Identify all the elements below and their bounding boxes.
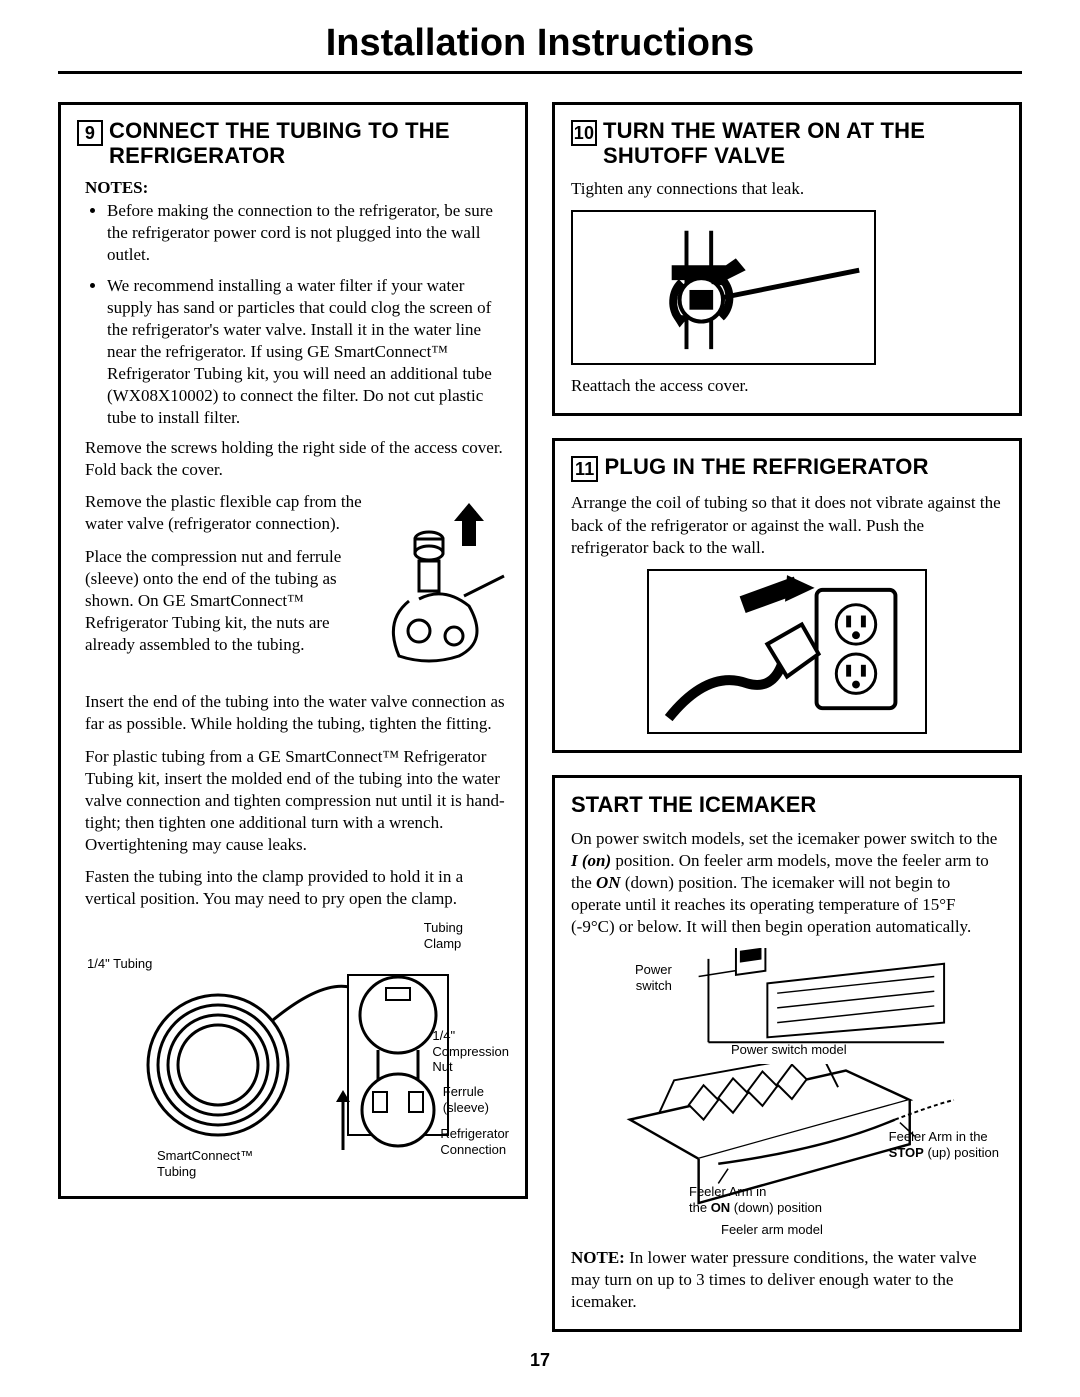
valve-cap-diagram (374, 491, 509, 681)
step-9-number: 9 (77, 120, 103, 146)
step-9-p6: Fasten the tubing into the clamp provide… (85, 866, 509, 910)
step-9-box: 9 CONNECT THE TUBING TO THE REFRIGERATOR… (58, 102, 528, 1199)
label-ferrule: Ferrule (sleeve) (443, 1084, 489, 1115)
feeler-arm-diagram: Feeler Arm in the STOP (up) position Fee… (571, 1064, 1003, 1239)
step-10-p2: Reattach the access cover. (571, 375, 1003, 397)
label-feeler-model: Feeler arm model (721, 1222, 823, 1238)
content-columns: 9 CONNECT THE TUBING TO THE REFRIGERATOR… (58, 102, 1022, 1332)
step-9-p5: For plastic tubing from a GE SmartConnec… (85, 746, 509, 856)
label-power-switch: Power switch (635, 962, 672, 993)
notes-label: NOTES: (85, 178, 509, 198)
tubing-diagram: 1/4" Tubing SmartConnect™ Tubing Tubing … (77, 920, 509, 1180)
plug-diagram (647, 569, 927, 734)
step-11-heading: 11 PLUG IN THE REFRIGERATOR (571, 455, 1003, 482)
label-smartconnect: SmartConnect™ Tubing (157, 1148, 253, 1179)
label-feeler-down: Feeler Arm in the ON (down) position (689, 1184, 822, 1215)
step-9-heading: 9 CONNECT THE TUBING TO THE REFRIGERATOR (77, 119, 509, 168)
step-10-number: 10 (571, 120, 597, 146)
step-9-p4: Insert the end of the tubing into the wa… (85, 691, 509, 735)
label-14-tubing: 1/4" Tubing (87, 956, 152, 972)
step-9-p1: Remove the screws holding the right side… (85, 437, 509, 481)
step-11-box: 11 PLUG IN THE REFRIGERATOR Arrange the … (552, 438, 1022, 752)
valve-cap-svg (374, 491, 509, 681)
left-column: 9 CONNECT THE TUBING TO THE REFRIGERATOR… (58, 102, 528, 1332)
notes-list: Before making the connection to the refr… (107, 200, 509, 429)
label-comp-nut: 1/4" Compression Nut (432, 1028, 509, 1075)
label-ref-conn: Refrigerator Connection (440, 1126, 509, 1157)
power-switch-diagram: Power switch Power switch model (571, 948, 1003, 1058)
step-9-fig-row: Remove the plastic flexible cap from the… (77, 491, 509, 681)
step-10-box: 10 TURN THE WATER ON AT THE SHUTOFF VALV… (552, 102, 1022, 416)
step-10-heading: 10 TURN THE WATER ON AT THE SHUTOFF VALV… (571, 119, 1003, 168)
label-tubing-clamp: Tubing Clamp (424, 920, 463, 951)
step-9-title: CONNECT THE TUBING TO THE REFRIGERATOR (109, 119, 509, 168)
step-10-p1: Tighten any connections that leak. (571, 178, 1003, 200)
label-power-model: Power switch model (731, 1042, 847, 1058)
icemaker-p1: On power switch models, set the icemaker… (571, 828, 1003, 938)
note-item: Before making the connection to the refr… (107, 200, 509, 266)
page-number: 17 (58, 1350, 1022, 1371)
icemaker-note: NOTE: In lower water pressure conditions… (571, 1247, 1003, 1313)
icemaker-box: START THE ICEMAKER On power switch model… (552, 775, 1022, 1333)
step-11-p1: Arrange the coil of tubing so that it do… (571, 492, 1003, 558)
note-item: We recommend installing a water filter i… (107, 275, 509, 430)
title-rule (58, 71, 1022, 74)
label-feeler-up: Feeler Arm in the STOP (up) position (889, 1129, 999, 1160)
step-9-p2: Remove the plastic flexible cap from the… (85, 491, 364, 535)
step-9-p3: Place the compression nut and ferrule (s… (85, 546, 364, 656)
step-11-number: 11 (571, 456, 598, 482)
page-title: Installation Instructions (58, 22, 1022, 65)
shutoff-valve-diagram (571, 210, 876, 365)
icemaker-heading: START THE ICEMAKER (571, 792, 1003, 818)
step-10-title: TURN THE WATER ON AT THE SHUTOFF VALVE (603, 119, 1003, 168)
right-column: 10 TURN THE WATER ON AT THE SHUTOFF VALV… (552, 102, 1022, 1332)
step-11-title: PLUG IN THE REFRIGERATOR (604, 455, 928, 480)
